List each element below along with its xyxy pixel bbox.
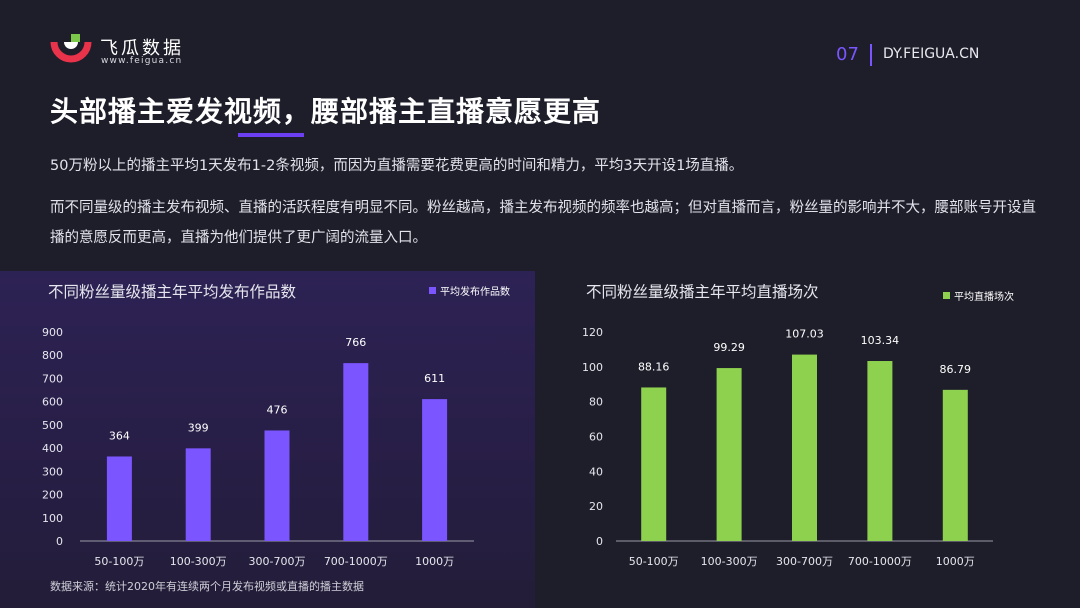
works-category-label: 1000万 [415,555,454,568]
works-y-tick-label: 500 [42,419,63,432]
paragraph-summary: 50万粉以上的播主平均1天发布1-2条视频，而因为直播需要花费更高的时间和精力，… [50,158,744,174]
works-data-label: 364 [109,429,130,442]
works-category-label: 300-700万 [249,555,306,568]
works-y-tick-label: 0 [56,535,63,548]
page-title: 头部播主爱发视频，腰部播主直播意愿更高 [50,95,602,128]
legend-swatch [429,287,436,294]
legend-label: 平均直播场次 [954,292,1014,303]
logo-url: www.feigua.cn [101,56,183,66]
legend-label: 平均发布作品数 [440,287,510,298]
legend-live: 平均直播场次 [943,288,1014,303]
live-bar [942,389,968,541]
live-category-label: 700-1000万 [848,555,912,568]
works-bar [106,456,132,541]
works-bar [185,448,211,541]
works-bar [422,399,448,541]
live-y-tick-label: 20 [589,500,603,513]
logo-text: 飞瓜数据 [100,38,184,59]
live-y-tick-label: 80 [589,396,603,409]
data-source-note: 数据来源：统计2020年有连续两个月发布视频或直播的播主数据 [50,580,364,593]
works-y-tick-label: 700 [42,372,63,385]
live-data-label: 99.29 [713,341,745,354]
page-number: 07 [836,44,859,65]
chart-title-works: 不同粉丝量级播主年平均发布作品数 [48,283,297,301]
works-y-tick-label: 900 [42,326,63,339]
works-category-label: 700-1000万 [324,555,388,568]
works-y-tick-label: 400 [42,442,63,455]
live-bar [641,387,667,541]
works-data-label: 766 [345,336,366,349]
works-bar [264,430,290,541]
site-link[interactable]: DY.FEIGUA.CN [883,46,980,62]
works-category-label: 50-100万 [94,555,144,568]
works-y-tick-label: 100 [42,512,63,525]
live-y-tick-label: 60 [589,431,603,444]
logo: 飞瓜数据 www.feigua.cn [50,32,210,72]
title-underline [238,133,304,137]
legend-works: 平均发布作品数 [429,283,510,298]
live-category-label: 50-100万 [629,555,679,568]
works-y-tick-label: 200 [42,489,63,502]
works-category-label: 100-300万 [170,555,227,568]
works-y-tick-label: 600 [42,396,63,409]
header-divider [870,44,872,66]
live-y-tick-label: 40 [589,465,603,478]
feigua-logo-icon [50,34,92,63]
works-data-label: 476 [267,403,288,416]
works-bar [343,363,369,541]
live-category-label: 300-700万 [776,555,833,568]
live-y-tick-label: 120 [582,326,603,339]
live-data-label: 107.03 [785,328,824,341]
works-y-tick-label: 800 [42,349,63,362]
live-data-label: 88.16 [638,360,670,373]
live-category-label: 100-300万 [701,555,758,568]
live-bar [867,361,893,541]
live-data-label: 103.34 [861,334,900,347]
live-category-label: 1000万 [936,555,975,568]
chart-title-live: 不同粉丝量级播主年平均直播场次 [586,283,819,301]
works-data-label: 399 [188,421,209,434]
live-data-label: 86.79 [940,363,972,376]
live-y-tick-label: 100 [582,361,603,374]
live-bar [716,368,742,541]
works-data-label: 611 [424,372,445,385]
live-bar [792,354,817,541]
legend-swatch [943,292,950,299]
works-y-tick-label: 300 [42,465,63,478]
live-y-tick-label: 0 [596,535,603,548]
paragraph-detail: 而不同量级的播主发布视频、直播的活跃程度有明显不同。粉丝越高，播主发布视频的频率… [50,200,1036,246]
